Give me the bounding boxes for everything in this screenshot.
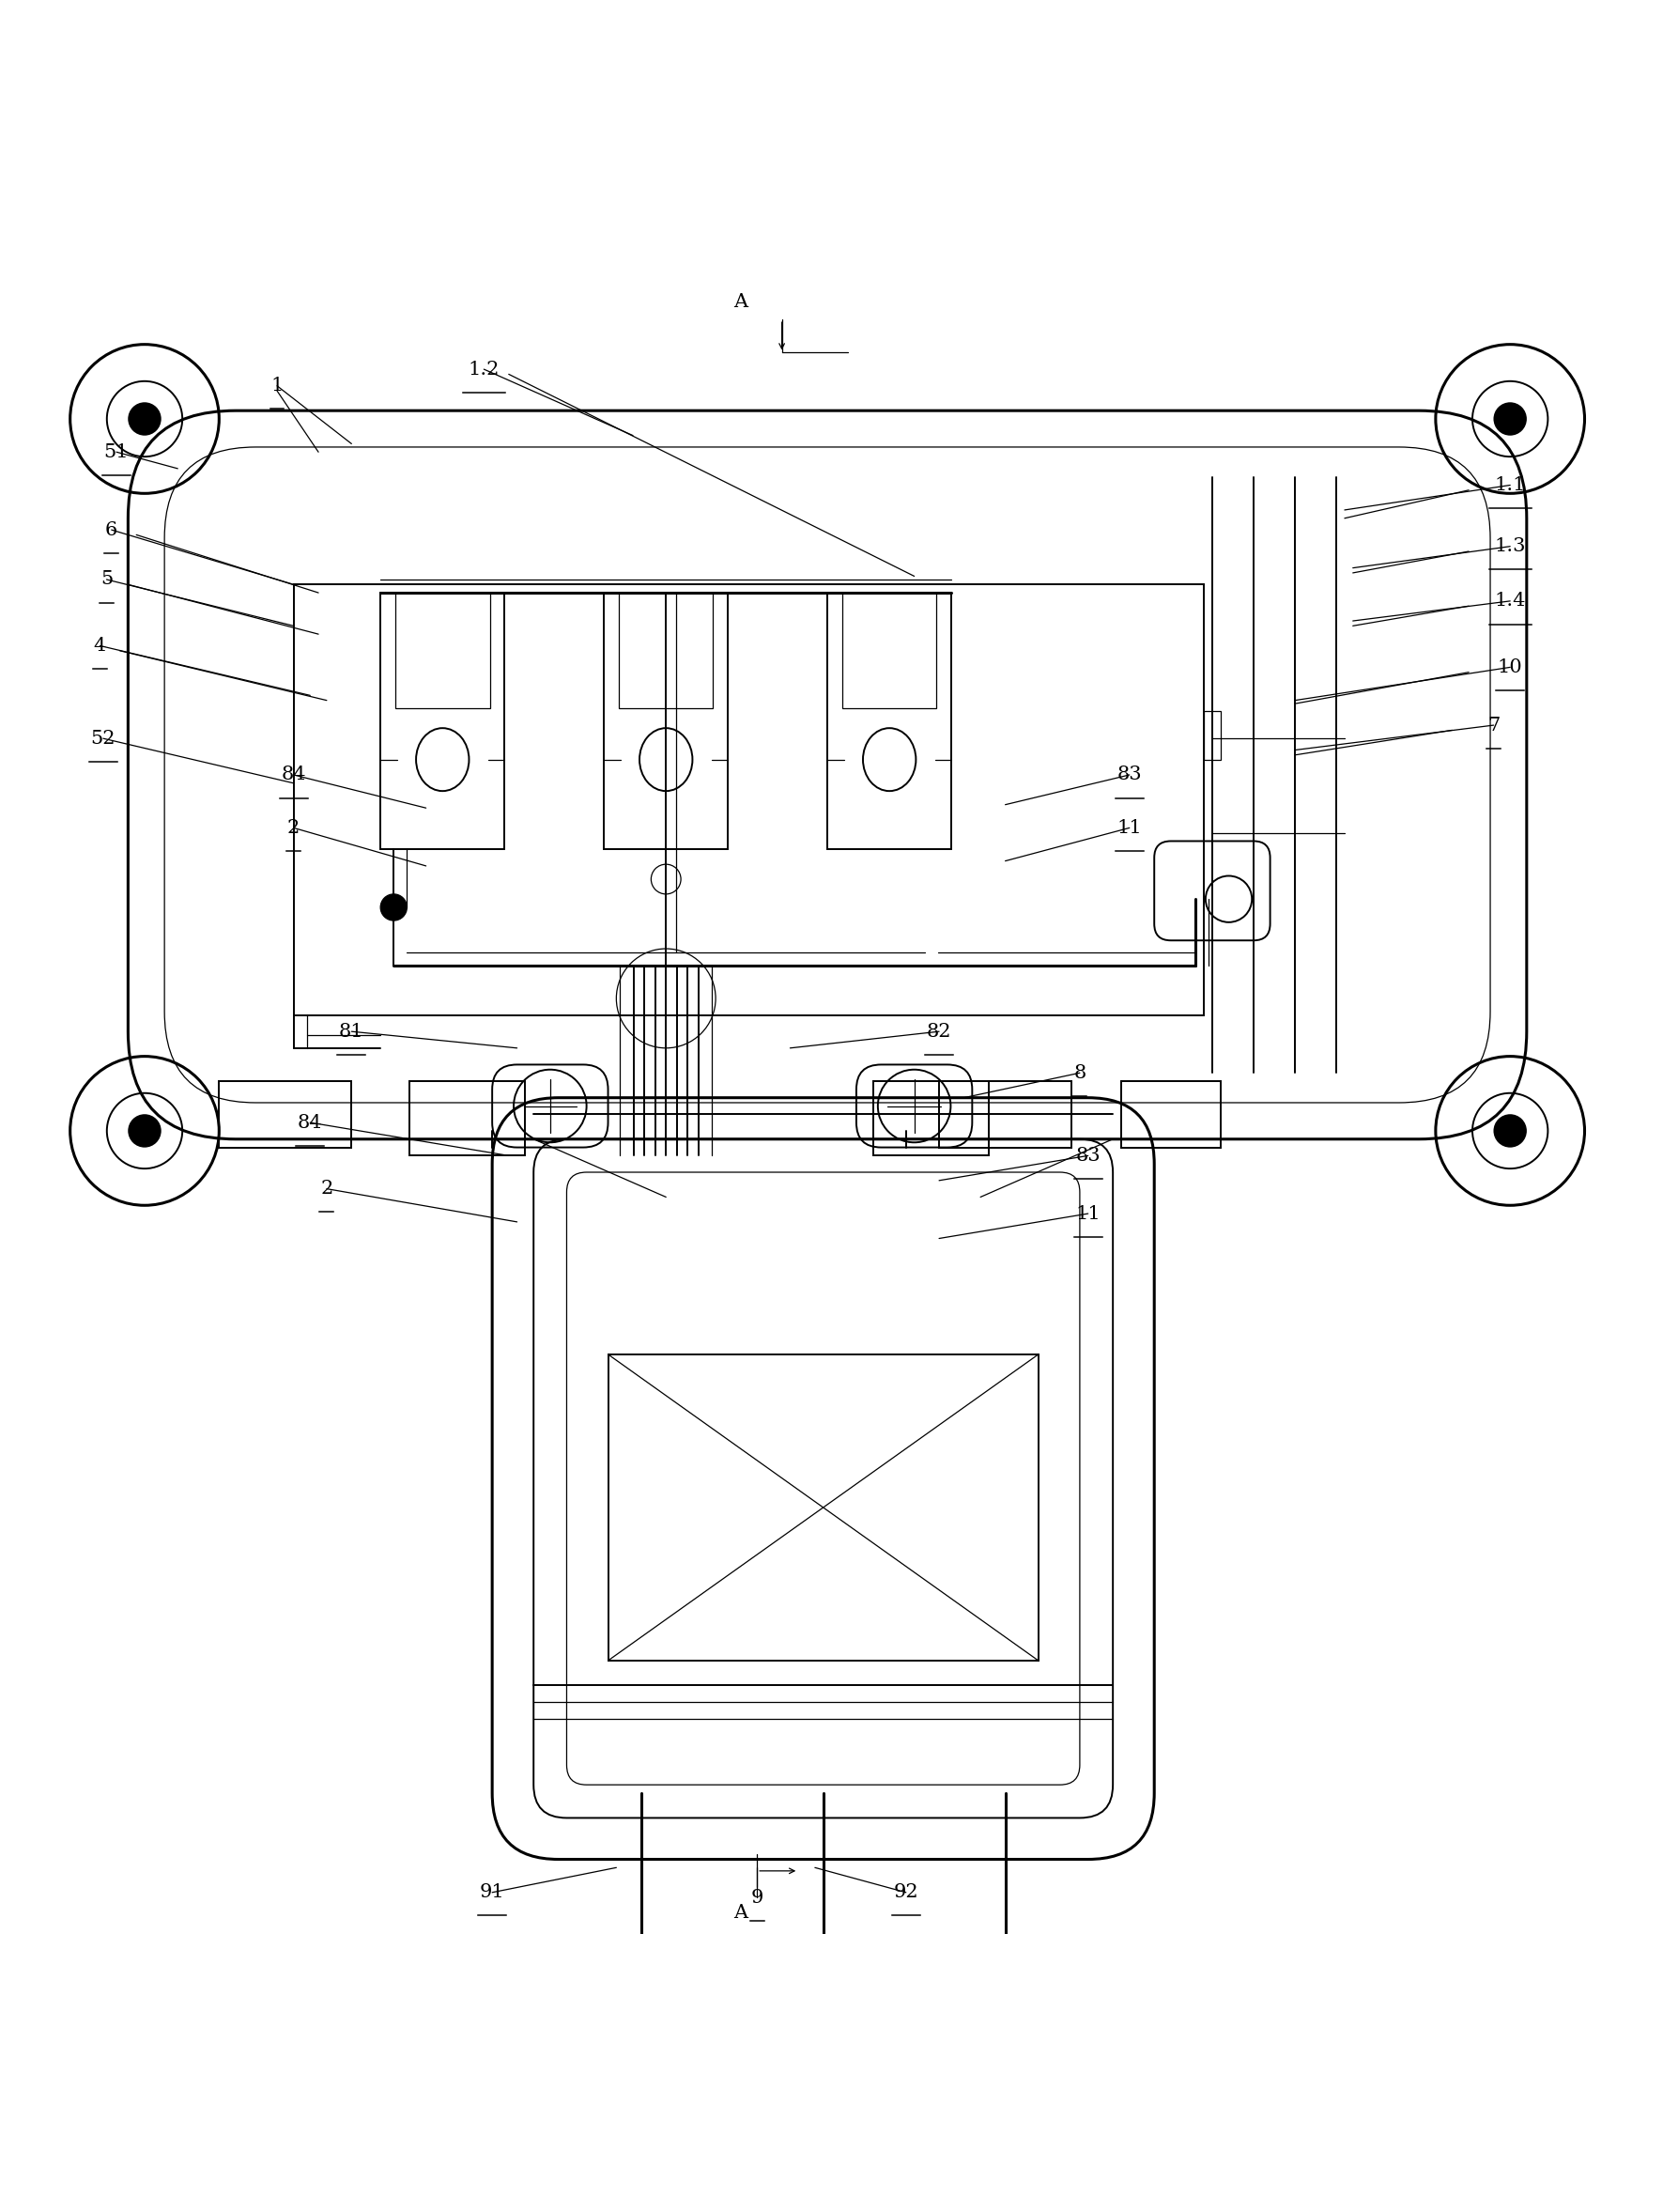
Text: 1.1: 1.1 bbox=[1495, 476, 1527, 493]
Text: 83: 83 bbox=[1076, 1146, 1101, 1164]
Text: 4: 4 bbox=[93, 637, 106, 655]
Text: 1.2: 1.2 bbox=[469, 361, 499, 378]
Text: 91: 91 bbox=[479, 1882, 506, 1902]
Text: 52: 52 bbox=[91, 730, 116, 748]
Text: 5: 5 bbox=[100, 571, 113, 588]
Circle shape bbox=[128, 403, 160, 434]
Text: 2: 2 bbox=[321, 1179, 333, 1197]
Text: 10: 10 bbox=[1498, 659, 1523, 677]
Bar bbox=[873, 1082, 989, 1155]
Text: 81: 81 bbox=[339, 1022, 364, 1040]
Circle shape bbox=[381, 894, 407, 920]
Circle shape bbox=[1495, 403, 1527, 434]
Text: 82: 82 bbox=[926, 1022, 951, 1040]
Text: 92: 92 bbox=[893, 1882, 918, 1902]
Bar bbox=[381, 593, 504, 849]
Text: 8: 8 bbox=[1074, 1064, 1086, 1082]
Bar bbox=[1204, 710, 1221, 761]
Text: 7: 7 bbox=[1487, 717, 1500, 734]
Circle shape bbox=[128, 1115, 160, 1146]
Text: 1.4: 1.4 bbox=[1495, 593, 1525, 611]
Bar bbox=[609, 1354, 1038, 1661]
Text: 84: 84 bbox=[281, 765, 306, 783]
Bar bbox=[619, 593, 713, 708]
Text: 11: 11 bbox=[1076, 1206, 1101, 1223]
Bar bbox=[396, 593, 489, 708]
Text: 83: 83 bbox=[1118, 765, 1142, 783]
Bar bbox=[940, 1082, 1071, 1148]
Text: 51: 51 bbox=[105, 442, 130, 460]
Bar bbox=[828, 593, 951, 849]
Text: 2: 2 bbox=[288, 818, 299, 836]
Bar bbox=[1121, 1082, 1221, 1148]
Bar bbox=[604, 593, 728, 849]
Bar bbox=[294, 584, 1204, 1015]
Bar bbox=[220, 1082, 351, 1148]
Text: 9: 9 bbox=[750, 1889, 763, 1907]
Circle shape bbox=[1495, 1115, 1527, 1146]
Text: A: A bbox=[733, 1905, 748, 1922]
Text: A: A bbox=[733, 294, 748, 312]
Text: 1.3: 1.3 bbox=[1495, 538, 1527, 555]
Text: 1: 1 bbox=[271, 376, 283, 394]
Text: 84: 84 bbox=[298, 1113, 323, 1133]
Text: 6: 6 bbox=[105, 520, 118, 540]
Bar bbox=[841, 593, 936, 708]
Text: 11: 11 bbox=[1118, 818, 1142, 836]
Bar bbox=[409, 1082, 526, 1155]
